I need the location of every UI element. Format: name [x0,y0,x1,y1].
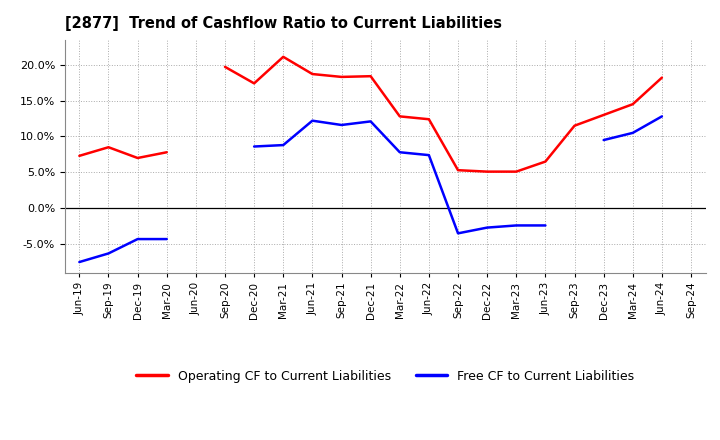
Free CF to Current Liabilities [395,150,404,155]
Operating CF to Current Liabilities [75,153,84,158]
Free CF to Current Liabilities [629,130,637,136]
Operating CF to Current Liabilities [570,123,579,128]
Operating CF to Current Liabilities [629,102,637,107]
Operating CF to Current Liabilities [366,73,375,79]
Operating CF to Current Liabilities [133,155,142,161]
Free CF to Current Liabilities [279,143,287,148]
Operating CF to Current Liabilities [425,117,433,122]
Free CF to Current Liabilities [104,251,113,256]
Free CF to Current Liabilities [657,114,666,119]
Operating CF to Current Liabilities [337,74,346,80]
Free CF to Current Liabilities [366,119,375,124]
Operating CF to Current Liabilities [657,75,666,80]
Free CF to Current Liabilities [454,231,462,236]
Free CF to Current Liabilities [250,144,258,149]
Operating CF to Current Liabilities [512,169,521,174]
Text: [2877]  Trend of Cashflow Ratio to Current Liabilities: [2877] Trend of Cashflow Ratio to Curren… [65,16,502,32]
Operating CF to Current Liabilities [104,145,113,150]
Free CF to Current Liabilities [541,223,550,228]
Operating CF to Current Liabilities [454,168,462,173]
Free CF to Current Liabilities [75,260,84,265]
Operating CF to Current Liabilities [279,54,287,59]
Free CF to Current Liabilities [512,223,521,228]
Operating CF to Current Liabilities [395,114,404,119]
Operating CF to Current Liabilities [220,64,229,70]
Operating CF to Current Liabilities [250,81,258,86]
Free CF to Current Liabilities [483,225,492,230]
Operating CF to Current Liabilities [163,150,171,155]
Free CF to Current Liabilities [163,236,171,242]
Free CF to Current Liabilities [425,153,433,158]
Line: Operating CF to Current Liabilities: Operating CF to Current Liabilities [79,57,662,172]
Legend: Operating CF to Current Liabilities, Free CF to Current Liabilities: Operating CF to Current Liabilities, Fre… [131,365,639,388]
Line: Free CF to Current Liabilities: Free CF to Current Liabilities [79,116,662,262]
Free CF to Current Liabilities [337,122,346,128]
Operating CF to Current Liabilities [483,169,492,174]
Operating CF to Current Liabilities [599,112,608,117]
Free CF to Current Liabilities [133,236,142,242]
Operating CF to Current Liabilities [308,71,317,77]
Operating CF to Current Liabilities [541,159,550,164]
Free CF to Current Liabilities [599,137,608,143]
Free CF to Current Liabilities [308,118,317,123]
